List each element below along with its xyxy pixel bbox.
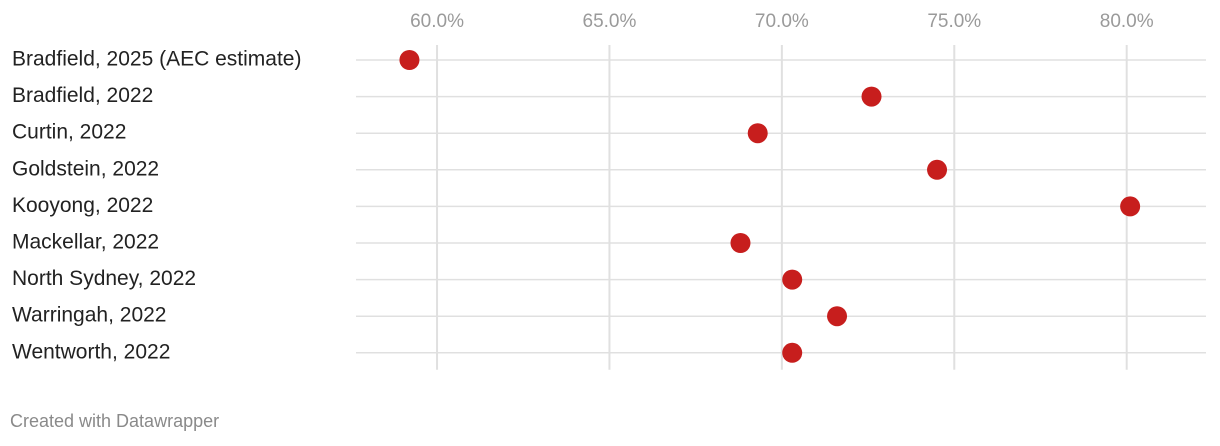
x-tick-label: 65.0%: [583, 11, 637, 32]
category-label: Kooyong, 2022: [12, 194, 153, 217]
dot: [399, 50, 420, 70]
category-label: Mackellar, 2022: [12, 231, 159, 254]
category-label: North Sydney, 2022: [12, 267, 196, 290]
category-label: Warringah, 2022: [12, 304, 166, 327]
category-label: Goldstein, 2022: [12, 157, 159, 180]
dot: [782, 269, 803, 290]
x-tick-label: 60.0%: [410, 11, 464, 32]
dot: [861, 86, 882, 107]
dot: [730, 233, 751, 253]
x-tick-label: 80.0%: [1100, 11, 1154, 32]
x-tick-label: 70.0%: [755, 11, 809, 32]
dot: [927, 159, 948, 180]
x-tick-label: 75.0%: [927, 11, 981, 32]
credit: Created with Datawrapper: [10, 411, 219, 431]
category-label: Bradfield, 2022: [12, 84, 153, 107]
dot: [827, 306, 848, 327]
dot: [782, 342, 803, 363]
dot: [747, 123, 768, 144]
category-label: Bradfield, 2025 (AEC estimate): [12, 48, 301, 71]
category-label: Curtin, 2022: [12, 121, 126, 144]
category-label: Wentworth, 2022: [12, 340, 170, 363]
dot: [1120, 196, 1141, 217]
